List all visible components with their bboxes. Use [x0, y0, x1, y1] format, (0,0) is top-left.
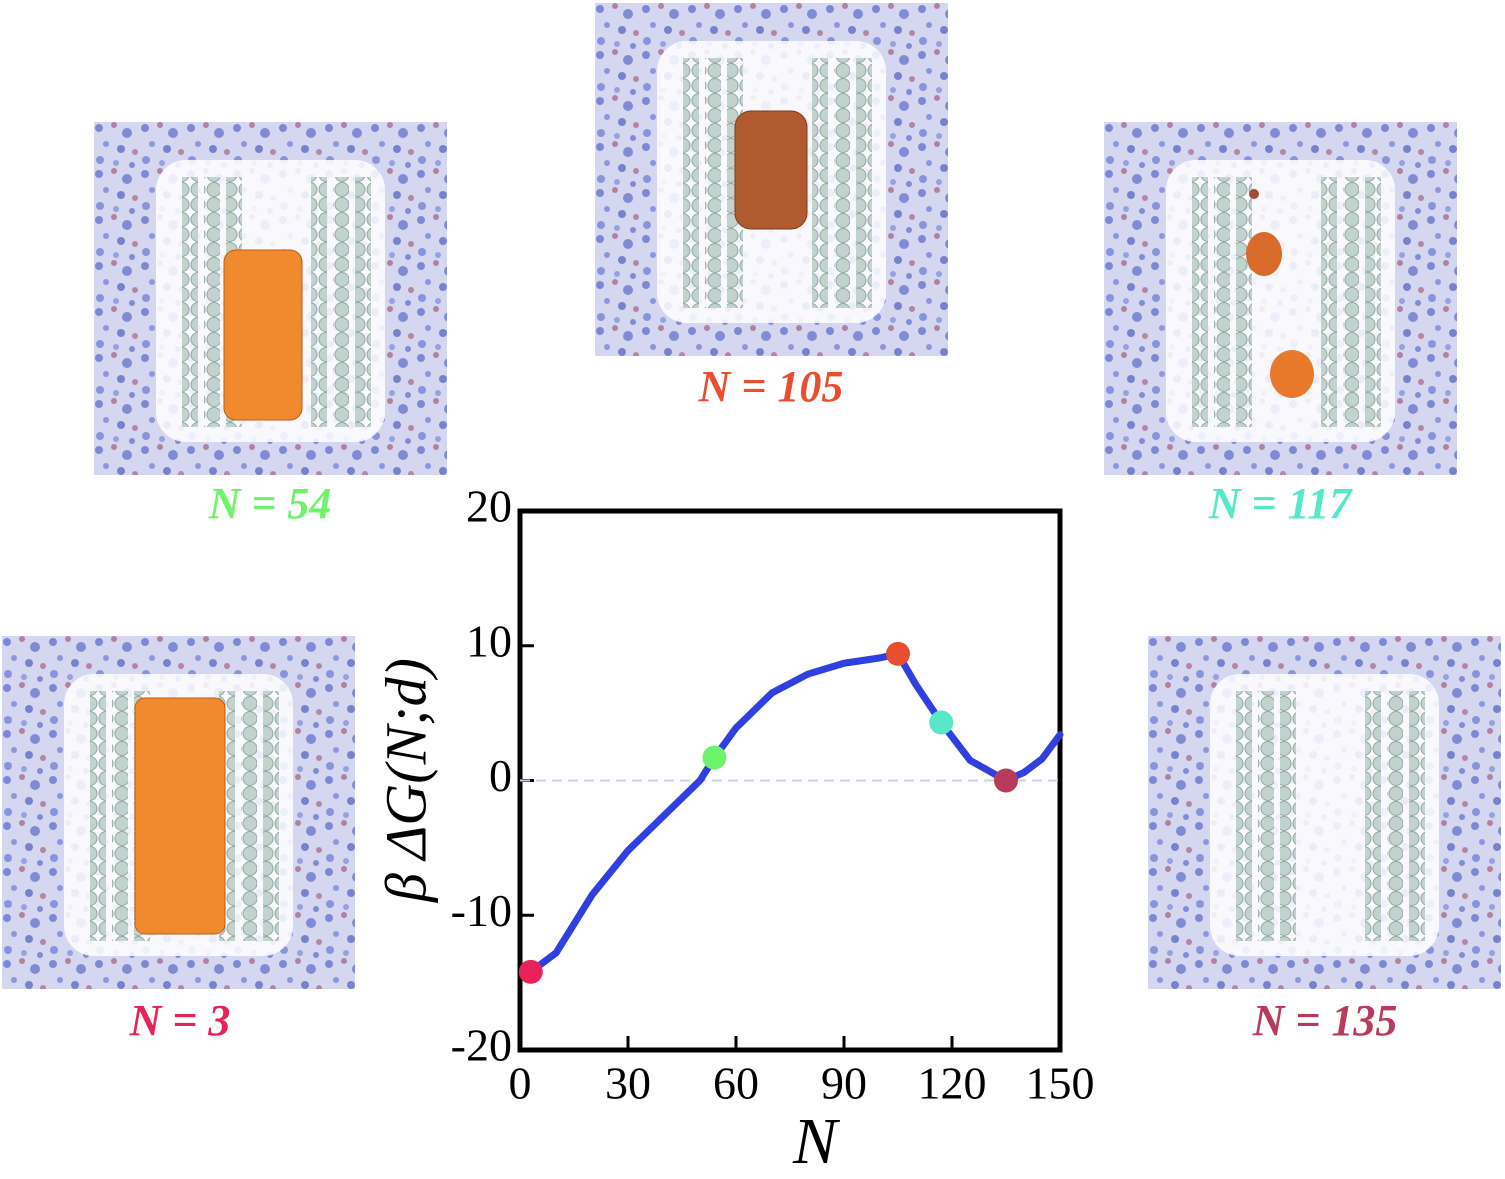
x-tick-label: 90: [821, 1058, 867, 1109]
snapshot-label: N = 3: [129, 996, 231, 1045]
x-tick-label: 60: [713, 1058, 759, 1109]
snapshot-105: [595, 3, 948, 356]
y-tick-label: 10: [466, 615, 512, 666]
x-tick-label: 0: [509, 1058, 532, 1109]
y-tick-label: 0: [489, 750, 512, 801]
snapshot-135: [1148, 636, 1501, 989]
y-tick-label: -20: [451, 1020, 512, 1071]
snapshot-3: [2, 636, 355, 989]
marker: [518, 959, 543, 984]
x-tick-label: 120: [918, 1058, 987, 1109]
y-tick-label: 20: [466, 481, 512, 532]
y-tick-label: -10: [451, 885, 512, 936]
marker: [886, 641, 910, 666]
x-axis-label: N: [792, 1105, 841, 1178]
marker: [929, 710, 954, 735]
x-tick-label: 30: [605, 1058, 651, 1109]
x-tick-label: 150: [1026, 1058, 1095, 1109]
marker: [702, 745, 727, 770]
y-axis-label: β ΔG(N;d): [373, 658, 438, 903]
snapshot-label: N = 105: [698, 362, 844, 411]
snapshot-label: N = 135: [1252, 996, 1398, 1045]
marker: [994, 768, 1018, 793]
snapshot-label: N = 117: [1208, 479, 1353, 528]
snapshot-54: [94, 122, 447, 475]
snapshot-label: N = 54: [208, 479, 332, 528]
curve: [527, 650, 1064, 976]
snapshot-117: [1104, 122, 1457, 475]
